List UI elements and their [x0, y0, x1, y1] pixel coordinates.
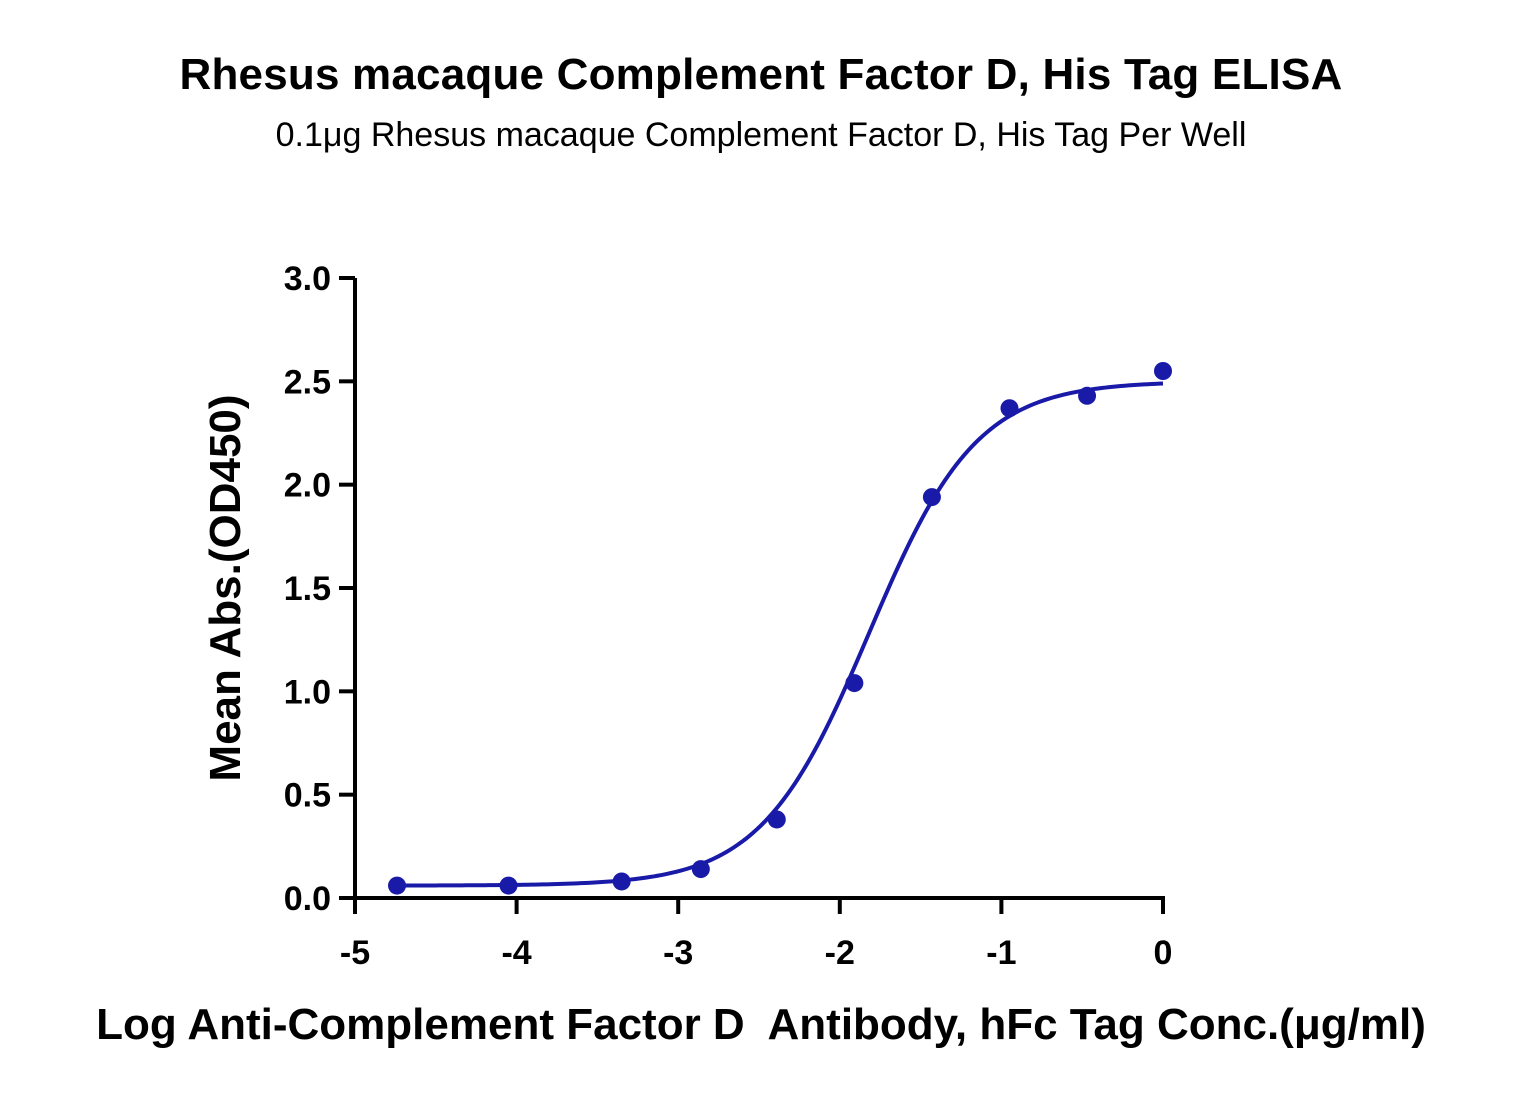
x-tick-label: -5 — [340, 934, 370, 972]
x-tick-label: -3 — [663, 934, 693, 972]
x-axis-label: Log Anti-Complement Factor D Antibody, h… — [96, 1000, 1426, 1049]
data-point — [1154, 362, 1172, 380]
data-point — [1078, 386, 1097, 405]
fit-curve — [397, 381, 1164, 888]
y-tick-label: 2.0 — [284, 467, 331, 505]
chart-subtitle: 0.1μg Rhesus macaque Complement Factor D… — [275, 116, 1247, 154]
x-tick-label: -4 — [501, 934, 531, 972]
data-point — [845, 674, 864, 693]
data-point — [767, 810, 786, 829]
x-tick-label: 0 — [1154, 934, 1173, 972]
data-point — [1000, 399, 1019, 418]
y-tick-label: 0.0 — [284, 880, 331, 918]
axes: 0.0 0.5 1.0 1.5 2.0 2.5 3.0 -5 -4 -3 -2 -1 0 — [284, 260, 1173, 972]
chart-title: Rhesus macaque Complement Factor D, His … — [179, 50, 1343, 99]
data-points-layer — [388, 362, 1172, 895]
y-tick-label: 1.0 — [284, 673, 331, 711]
y-tick-label: 0.5 — [284, 777, 331, 815]
y-tick-label: 1.5 — [284, 570, 331, 608]
y-tick-label: 2.5 — [284, 363, 331, 401]
fit-curve-layer — [397, 381, 1164, 888]
data-point — [499, 876, 518, 895]
data-point — [922, 488, 941, 507]
x-tick-label: -1 — [986, 934, 1016, 972]
x-tick-label: -2 — [825, 934, 855, 972]
y-tick-label: 3.0 — [284, 260, 331, 298]
data-point — [388, 876, 407, 895]
data-point — [612, 872, 631, 891]
data-point — [691, 860, 710, 879]
